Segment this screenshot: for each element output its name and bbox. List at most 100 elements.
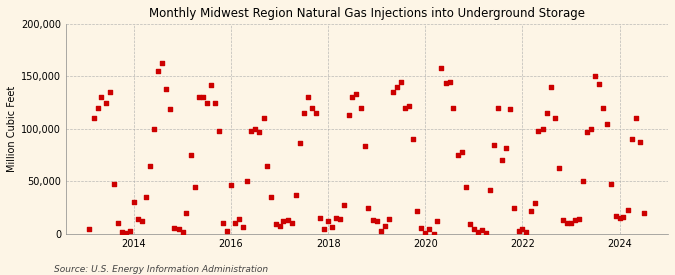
Point — [505, 107, 516, 111]
Point — [468, 227, 479, 231]
Point — [359, 144, 370, 148]
Point — [630, 116, 641, 121]
Point — [242, 179, 252, 184]
Point — [392, 85, 402, 89]
Point — [189, 185, 200, 189]
Point — [404, 104, 414, 108]
Point — [108, 181, 119, 186]
Point — [259, 116, 269, 121]
Y-axis label: Million Cubic Feet: Million Cubic Feet — [7, 86, 17, 172]
Point — [153, 69, 163, 73]
Point — [246, 129, 257, 133]
Point — [549, 116, 560, 121]
Point — [149, 127, 160, 131]
Point — [186, 153, 196, 157]
Point — [452, 153, 463, 157]
Point — [347, 95, 358, 100]
Point — [420, 231, 431, 235]
Point — [217, 221, 228, 226]
Point — [501, 146, 512, 150]
Point — [533, 129, 544, 133]
Point — [598, 106, 609, 110]
Point — [343, 113, 354, 117]
Point — [323, 219, 333, 224]
Point — [489, 142, 500, 147]
Point — [383, 217, 394, 221]
Point — [541, 111, 552, 116]
Point — [537, 127, 548, 131]
Point — [614, 216, 625, 220]
Point — [88, 116, 99, 121]
Point — [570, 218, 580, 222]
Point — [375, 229, 386, 233]
Point — [574, 217, 585, 221]
Point — [517, 227, 528, 231]
Point — [137, 219, 148, 224]
Point — [481, 231, 491, 235]
Point — [298, 111, 309, 116]
Point — [238, 224, 248, 229]
Point — [222, 229, 233, 233]
Point — [306, 106, 317, 110]
Point — [96, 95, 107, 100]
Point — [290, 193, 301, 197]
Point — [464, 222, 475, 227]
Point — [448, 106, 459, 110]
Point — [424, 227, 435, 231]
Point — [513, 229, 524, 233]
Point — [274, 223, 285, 228]
Point — [116, 230, 127, 234]
Point — [456, 150, 467, 154]
Point — [262, 163, 273, 168]
Point — [286, 221, 297, 226]
Point — [113, 221, 124, 226]
Point — [128, 200, 139, 205]
Point — [355, 106, 366, 110]
Point — [485, 188, 495, 192]
Point — [578, 179, 589, 184]
Point — [472, 230, 483, 234]
Text: Source: U.S. Energy Information Administration: Source: U.S. Energy Information Administ… — [54, 265, 268, 274]
Point — [416, 226, 427, 230]
Point — [101, 100, 111, 105]
Point — [428, 232, 439, 236]
Point — [157, 60, 167, 65]
Point — [210, 100, 221, 105]
Point — [525, 209, 536, 213]
Point — [554, 166, 564, 170]
Point — [562, 221, 572, 226]
Point — [371, 219, 382, 224]
Point — [125, 229, 136, 233]
Point — [92, 106, 103, 110]
Point — [509, 205, 520, 210]
Point — [198, 95, 209, 100]
Point — [606, 181, 617, 186]
Point — [266, 195, 277, 199]
Point — [213, 129, 224, 133]
Point — [181, 211, 192, 215]
Point — [319, 227, 329, 231]
Point — [521, 230, 532, 234]
Point — [367, 218, 378, 222]
Point — [432, 219, 443, 224]
Point — [408, 137, 418, 142]
Point — [545, 85, 556, 89]
Point — [331, 216, 342, 220]
Point — [586, 127, 597, 131]
Point — [294, 140, 305, 145]
Point — [315, 216, 325, 220]
Point — [173, 227, 184, 231]
Point — [165, 107, 176, 111]
Point — [396, 79, 406, 84]
Point — [558, 218, 568, 222]
Point — [230, 221, 240, 226]
Point — [144, 163, 155, 168]
Point — [610, 214, 621, 218]
Point — [254, 130, 265, 134]
Point — [140, 195, 151, 199]
Point — [634, 139, 645, 144]
Point — [379, 223, 390, 228]
Point — [590, 74, 601, 79]
Point — [639, 211, 649, 215]
Point — [351, 92, 362, 97]
